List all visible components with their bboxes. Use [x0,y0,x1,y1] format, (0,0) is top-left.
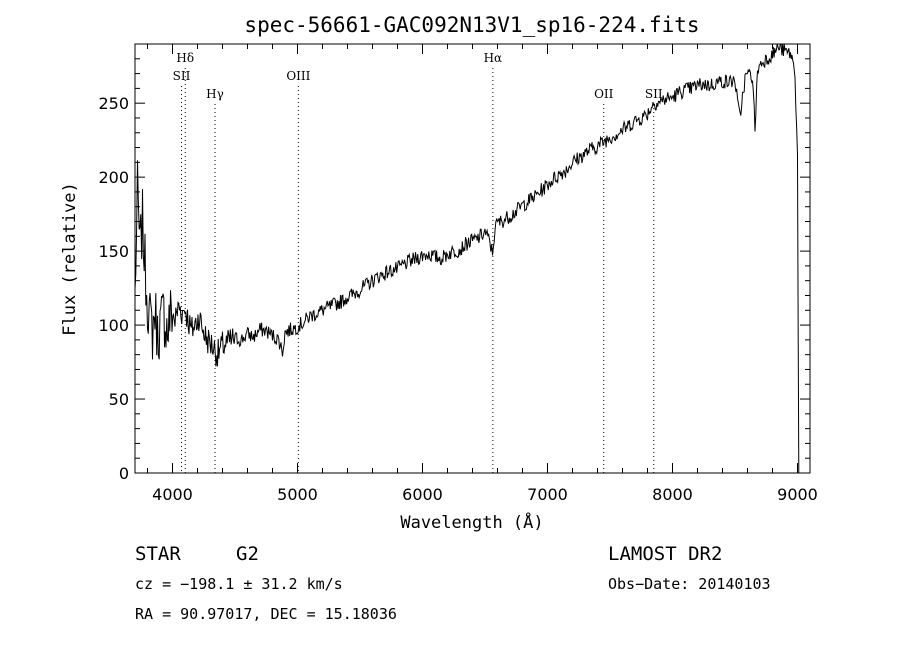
survey-name: LAMOST DR2 [608,543,722,565]
spectral-line-label: Hγ [206,87,224,101]
spectral-line-markers: Hδ SII Hγ OIII Hα OII SII [173,51,663,473]
spectrum-series [134,43,800,474]
y-tick-label: 150 [98,242,129,261]
spectral-line-label: OII [594,87,614,101]
axis-ticks: 4000 5000 6000 7000 8000 9000 0 50 100 150 200 250 [98,44,818,504]
spectral-line-label: SII [645,87,663,101]
spectrum-line [134,43,800,474]
y-axis-title: Flux (relative) [60,182,80,336]
chart-title: spec-56661-GAC092N13V1_sp16-224.fits [244,13,699,37]
y-tick-label: 250 [98,94,129,113]
spectral-line-label: Hα [484,51,503,65]
coordinates: RA = 90.97017, DEC = 15.18036 [135,605,397,623]
object-subclass: G2 [236,543,259,565]
x-tick-label: 7000 [527,485,568,504]
y-tick-label: 50 [109,390,129,409]
x-axis-title: Wavelength (Å) [400,511,543,533]
y-tick-label: 100 [98,316,129,335]
redshift-value: cz = −198.1 ± 31.2 km/s [135,575,343,593]
y-tick-label: 200 [98,168,129,187]
spectral-line-label: OIII [286,69,310,83]
x-tick-label: 6000 [402,485,443,504]
spectral-line-label: Hδ [176,51,194,65]
object-class: STAR [135,543,181,565]
obs-date: Obs−Date: 20140103 [608,575,771,593]
plot-frame [134,43,811,474]
x-tick-label: 9000 [777,485,818,504]
x-tick-label: 4000 [152,485,193,504]
x-tick-label: 5000 [277,485,318,504]
x-tick-label: 8000 [652,485,693,504]
y-tick-label: 0 [119,464,129,483]
spectral-line-label: SII [173,69,191,83]
